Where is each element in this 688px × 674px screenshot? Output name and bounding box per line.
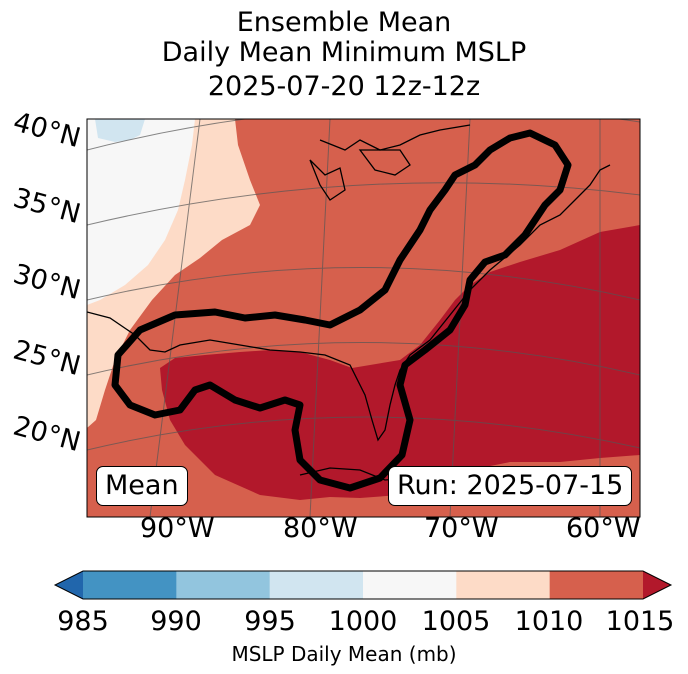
graticule	[87, 119, 640, 517]
colorbar-tick-985: 985	[57, 606, 109, 637]
colorbar-tick-990: 990	[150, 606, 202, 637]
run-date-badge: Run: 2025-07-15	[388, 466, 633, 506]
colorbar-bin-1010-1015	[549, 571, 644, 599]
mslp-field-over-1015-atlantic	[160, 225, 640, 500]
colorbar-over-arrow	[643, 571, 671, 599]
map-frame	[86, 118, 641, 518]
mslp-field-1000-1005-west	[87, 119, 195, 305]
lon-label-70w: 70°W	[424, 513, 499, 544]
colorbar-tick-1005: 1005	[421, 606, 491, 637]
colorbar-label: MSLP Daily Mean (mb)	[231, 642, 457, 666]
lon-label-60w: 60°W	[566, 513, 641, 544]
colorbar-tick-1010: 1010	[514, 606, 584, 637]
lon-label-80w: 80°W	[283, 513, 358, 544]
mean-badge: Mean	[96, 466, 188, 506]
colorbar-tick-995: 995	[244, 606, 296, 637]
colorbar-tick-1015: 1015	[605, 606, 675, 637]
title-line-2: Daily Mean Minimum MSLP	[161, 37, 527, 68]
colorbar-tick-1000: 1000	[328, 606, 398, 637]
colorbar-bin-990-995	[176, 571, 271, 599]
colorbar-bin-1005-1010	[456, 571, 551, 599]
colorbar-outline	[53, 570, 673, 600]
colorbar-under-arrow	[55, 571, 83, 599]
colorbar-bin-995-1000	[269, 571, 364, 599]
contour-1015-outline	[111, 129, 572, 492]
colorbar-bin-985-990	[83, 571, 177, 599]
mslp-field-995-1000-corner	[95, 119, 145, 142]
title-line-3: 2025-07-20 12z-12z	[207, 71, 481, 102]
title-line-1: Ensemble Mean	[236, 7, 452, 38]
colorbar-bin-1000-1005	[363, 571, 457, 599]
lon-label-90w: 90°W	[140, 513, 215, 544]
